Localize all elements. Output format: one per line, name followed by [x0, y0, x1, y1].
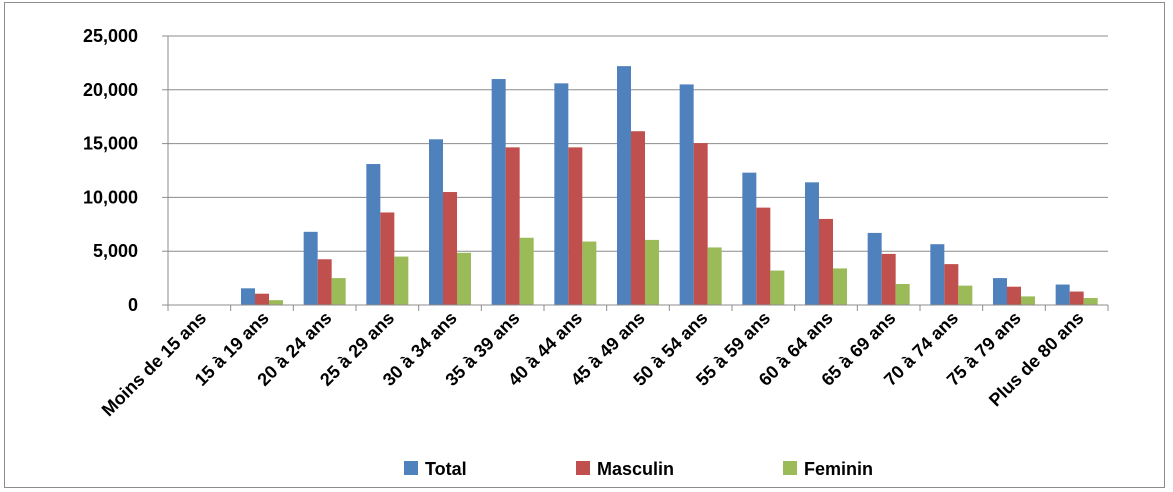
bar-masculin — [944, 264, 959, 305]
bar-feminin — [833, 268, 847, 305]
bar-total — [679, 84, 694, 305]
y-tick-label: 25,000 — [83, 26, 138, 46]
bar-total — [303, 231, 318, 305]
bar-total — [366, 164, 381, 305]
bars — [241, 66, 1098, 306]
bar-total — [554, 83, 569, 306]
bar-feminin — [457, 252, 471, 305]
legend-swatch — [576, 461, 590, 475]
bar-masculin — [819, 218, 833, 305]
bar-total — [867, 232, 882, 305]
legend-swatch — [404, 461, 418, 475]
bar-masculin — [631, 131, 645, 305]
y-tick-label: 15,000 — [83, 134, 138, 154]
bar-masculin — [756, 207, 771, 305]
bar-total — [491, 79, 506, 305]
y-tick-label: 5,000 — [93, 241, 138, 261]
bar-total — [1055, 284, 1070, 305]
bar-total — [429, 139, 443, 305]
bar-total — [930, 244, 945, 305]
legend-swatch — [783, 461, 797, 475]
legend: Total Masculin Feminin — [404, 459, 873, 479]
bar-total — [241, 288, 255, 305]
bar-total — [742, 172, 757, 305]
bar-feminin — [331, 278, 346, 305]
bar-masculin — [380, 212, 395, 305]
bar-feminin — [645, 239, 659, 305]
bar-feminin — [394, 256, 409, 305]
bar-feminin — [519, 237, 534, 305]
bar-feminin — [1083, 298, 1098, 305]
bar-feminin — [770, 270, 785, 305]
y-tick-label: 20,000 — [83, 80, 138, 100]
bar-masculin — [505, 147, 520, 305]
legend-label: Masculin — [597, 459, 674, 479]
bar-masculin — [443, 192, 457, 305]
y-tick-label: 10,000 — [83, 187, 138, 207]
bar-masculin — [568, 147, 583, 305]
y-tick-label: 0 — [128, 295, 138, 315]
bar-masculin — [881, 253, 896, 305]
bar-feminin — [582, 241, 597, 305]
legend-label: Total — [425, 459, 467, 479]
x-tick-label: Moins de 15 ans — [98, 308, 210, 420]
bar-masculin — [255, 293, 269, 305]
bar-total — [617, 66, 631, 306]
bar-masculin — [1007, 286, 1021, 305]
legend-label: Feminin — [804, 459, 873, 479]
bar-feminin — [958, 285, 973, 305]
bar-total — [993, 278, 1007, 305]
axes — [162, 35, 1109, 311]
bar-feminin — [707, 247, 722, 305]
bar-total — [805, 182, 819, 305]
bar-masculin — [1069, 291, 1084, 305]
bar-feminin — [269, 300, 283, 305]
bar-feminin — [1021, 296, 1035, 305]
bar-masculin — [693, 143, 708, 305]
y-tick-labels: 0 5,000 10,000 15,000 20,000 25,000 — [83, 26, 138, 315]
bar-feminin — [895, 284, 910, 305]
bar-masculin — [317, 259, 332, 305]
